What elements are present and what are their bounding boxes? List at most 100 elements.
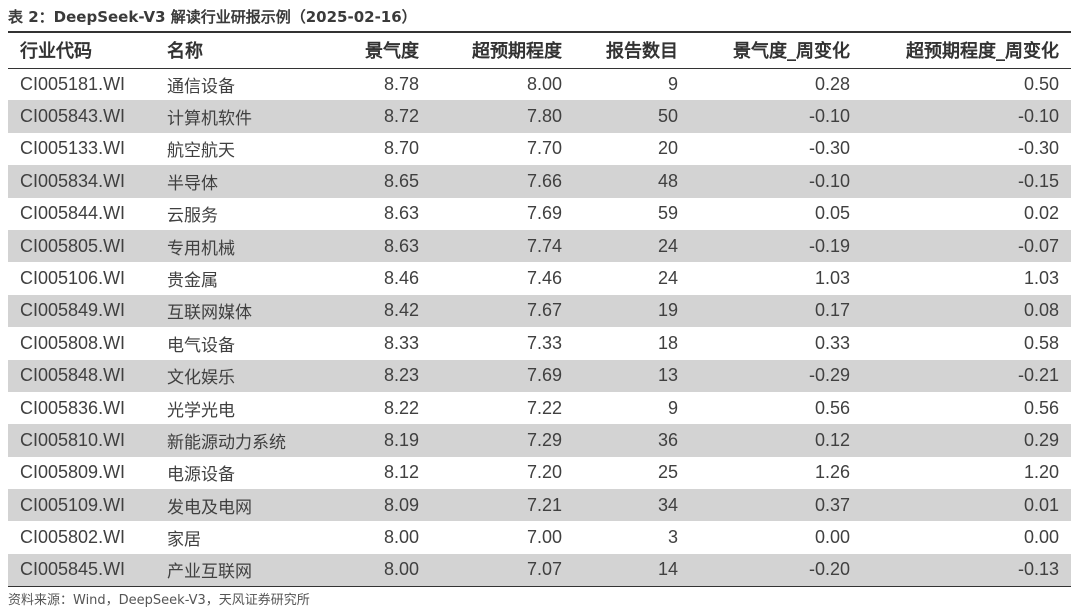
cell-name: 贵金属 xyxy=(167,271,218,292)
cell-surprise-weekly-change: 0.08 xyxy=(1023,300,1059,321)
cell-industry-code: CI005181.WI xyxy=(20,73,126,94)
cell-surprise-degree: 7.29 xyxy=(526,429,562,450)
cell-surprise-degree: 7.22 xyxy=(526,397,562,418)
cell-prosperity: 8.70 xyxy=(383,138,419,159)
cell-prosperity: 8.46 xyxy=(383,268,419,289)
cell-industry-code: CI005848.WI xyxy=(20,365,126,386)
cell-report-count: 9 xyxy=(667,397,678,418)
cell-prosperity: 8.42 xyxy=(383,300,419,321)
cell-surprise-weekly-change: 0.29 xyxy=(1023,429,1059,450)
cell-industry-code: CI005836.WI xyxy=(20,397,126,418)
cell-prosperity-weekly-change: 1.26 xyxy=(814,462,850,483)
cell-report-count: 19 xyxy=(657,300,678,321)
header-name: 名称 xyxy=(167,41,203,63)
cell-report-count: 3 xyxy=(667,527,678,548)
cell-prosperity: 8.78 xyxy=(383,73,419,94)
cell-report-count: 34 xyxy=(657,494,678,515)
cell-prosperity-weekly-change: 0.17 xyxy=(814,300,850,321)
cell-prosperity: 8.72 xyxy=(383,106,419,127)
cell-surprise-weekly-change: 0.58 xyxy=(1023,332,1059,353)
cell-industry-code: CI005133.WI xyxy=(20,138,126,159)
cell-surprise-degree: 7.74 xyxy=(526,235,562,256)
cell-name: 云服务 xyxy=(167,206,218,227)
cell-industry-code: CI005106.WI xyxy=(20,268,126,289)
cell-name: 互联网媒体 xyxy=(167,303,252,324)
table-row: CI005834.WI 半导体 8.65 7.66 48 -0.10 -0.15 xyxy=(8,165,1071,198)
cell-report-count: 24 xyxy=(657,268,678,289)
cell-industry-code: CI005809.WI xyxy=(20,462,126,483)
table-row: CI005845.WI 产业互联网 8.00 7.07 14 -0.20 -0.13 xyxy=(8,553,1071,587)
cell-report-count: 50 xyxy=(657,106,678,127)
source-note: 资料来源：Wind，DeepSeek-V3，天风证券研究所 xyxy=(8,593,310,608)
cell-prosperity-weekly-change: 1.03 xyxy=(814,268,850,289)
cell-name: 通信设备 xyxy=(167,76,235,97)
table-row: CI005109.WI 发电及电网 8.09 7.21 34 0.37 0.01 xyxy=(8,489,1071,522)
cell-industry-code: CI005843.WI xyxy=(20,106,126,127)
table-row: CI005181.WI 通信设备 8.78 8.00 9 0.28 0.50 xyxy=(8,68,1071,100)
table-row: CI005810.WI 新能源动力系统 8.19 7.29 36 0.12 0.29 xyxy=(8,424,1071,457)
cell-prosperity: 8.09 xyxy=(383,494,419,515)
cell-report-count: 24 xyxy=(657,235,678,256)
header-surprise-weekly-change: 超预期程度_周变化 xyxy=(906,41,1059,63)
cell-prosperity-weekly-change: -0.29 xyxy=(808,365,850,386)
cell-name: 电气设备 xyxy=(167,335,235,356)
table-row: CI005808.WI 电气设备 8.33 7.33 18 0.33 0.58 xyxy=(8,327,1071,359)
cell-surprise-weekly-change: 1.03 xyxy=(1023,268,1059,289)
cell-name: 计算机软件 xyxy=(167,109,252,130)
cell-industry-code: CI005834.WI xyxy=(20,170,126,191)
cell-prosperity-weekly-change: -0.30 xyxy=(808,138,850,159)
cell-prosperity-weekly-change: 0.33 xyxy=(814,332,850,353)
cell-prosperity: 8.63 xyxy=(383,235,419,256)
cell-prosperity: 8.19 xyxy=(383,429,419,450)
cell-industry-code: CI005808.WI xyxy=(20,332,126,353)
cell-report-count: 13 xyxy=(657,365,678,386)
cell-prosperity-weekly-change: 0.12 xyxy=(814,429,850,450)
cell-surprise-degree: 7.00 xyxy=(526,527,562,548)
cell-prosperity: 8.33 xyxy=(383,332,419,353)
header-prosperity: 景气度 xyxy=(365,41,419,63)
cell-report-count: 20 xyxy=(657,138,678,159)
cell-surprise-weekly-change: 1.20 xyxy=(1023,462,1059,483)
cell-prosperity: 8.12 xyxy=(383,462,419,483)
cell-surprise-degree: 7.20 xyxy=(526,462,562,483)
cell-prosperity: 8.23 xyxy=(383,365,419,386)
cell-prosperity: 8.00 xyxy=(383,527,419,548)
cell-surprise-degree: 7.80 xyxy=(526,106,562,127)
cell-surprise-degree: 7.07 xyxy=(526,559,562,580)
cell-prosperity-weekly-change: -0.19 xyxy=(808,235,850,256)
cell-prosperity: 8.65 xyxy=(383,170,419,191)
cell-industry-code: CI005805.WI xyxy=(20,235,126,256)
cell-surprise-degree: 7.69 xyxy=(526,365,562,386)
cell-name: 电源设备 xyxy=(167,465,235,486)
cell-name: 新能源动力系统 xyxy=(167,432,286,453)
cell-prosperity-weekly-change: 0.56 xyxy=(814,397,850,418)
table-row: CI005843.WI 计算机软件 8.72 7.80 50 -0.10 -0.10 xyxy=(8,100,1071,133)
table-row: CI005836.WI 光学光电 8.22 7.22 9 0.56 0.56 xyxy=(8,392,1071,424)
cell-industry-code: CI005109.WI xyxy=(20,494,126,515)
table-row: CI005844.WI 云服务 8.63 7.69 59 0.05 0.02 xyxy=(8,198,1071,230)
header-industry-code: 行业代码 xyxy=(20,41,92,63)
industry-report-table: 行业代码 名称 景气度 超预期程度 报告数目 景气度_周变化 超预期程度_周变化… xyxy=(8,31,1071,587)
cell-report-count: 9 xyxy=(667,73,678,94)
header-surprise-degree: 超预期程度 xyxy=(472,41,562,63)
cell-surprise-degree: 7.67 xyxy=(526,300,562,321)
table-row: CI005802.WI 家居 8.00 7.00 3 0.00 0.00 xyxy=(8,521,1071,553)
cell-report-count: 14 xyxy=(657,559,678,580)
cell-industry-code: CI005802.WI xyxy=(20,527,126,548)
cell-surprise-degree: 7.69 xyxy=(526,203,562,224)
table-row: CI005133.WI 航空航天 8.70 7.70 20 -0.30 -0.30 xyxy=(8,133,1071,165)
cell-surprise-weekly-change: 0.00 xyxy=(1023,527,1059,548)
cell-report-count: 18 xyxy=(657,332,678,353)
cell-name: 半导体 xyxy=(167,173,218,194)
cell-report-count: 59 xyxy=(657,203,678,224)
cell-report-count: 25 xyxy=(657,462,678,483)
cell-surprise-weekly-change: -0.21 xyxy=(1017,365,1059,386)
cell-surprise-degree: 7.33 xyxy=(526,332,562,353)
cell-name: 发电及电网 xyxy=(167,497,252,518)
table-body: CI005181.WI 通信设备 8.78 8.00 9 0.28 0.50 CI00584… xyxy=(8,68,1071,587)
table-row: CI005809.WI 电源设备 8.12 7.20 25 1.26 1.20 xyxy=(8,457,1071,489)
cell-industry-code: CI005810.WI xyxy=(20,429,126,450)
header-prosperity-weekly-change: 景气度_周变化 xyxy=(733,41,850,63)
cell-surprise-degree: 7.70 xyxy=(526,138,562,159)
cell-surprise-weekly-change: 0.02 xyxy=(1023,203,1059,224)
